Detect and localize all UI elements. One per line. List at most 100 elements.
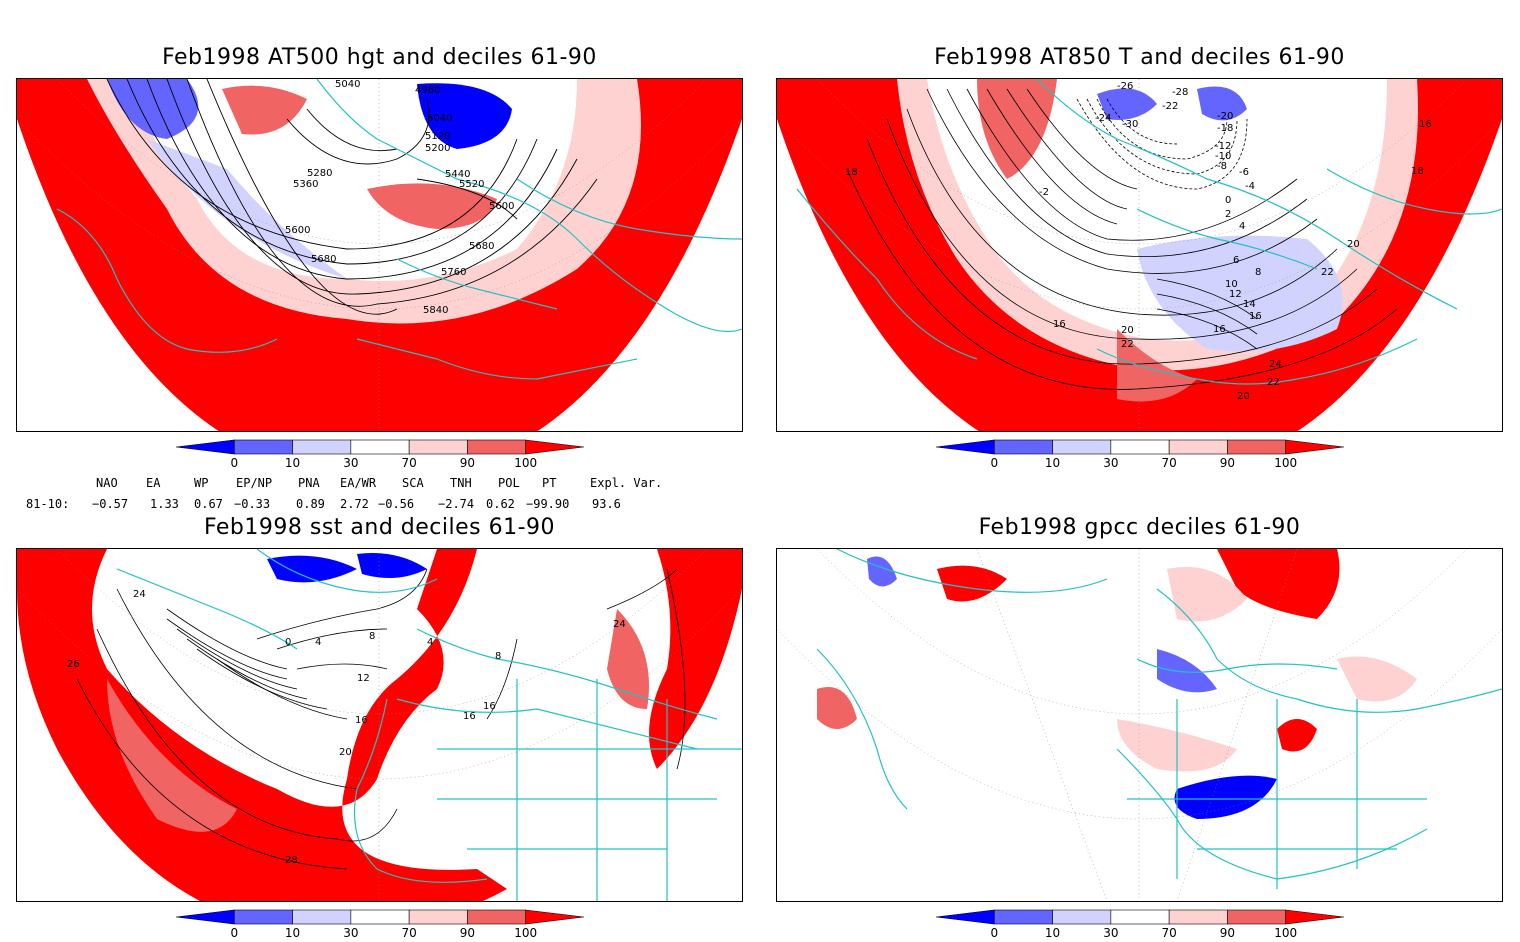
colorbar-tick-label: 100 <box>1274 926 1297 940</box>
panel-title-t850: Feb1998 AT850 T and deciles 61-90 <box>934 45 1345 70</box>
index-value-pna: 0.89 <box>296 497 325 511</box>
contour-labels: -26 -28 -24 -30 -22 -20 -18 -12 -10 -8 -… <box>845 81 1432 402</box>
contour-label: 0 <box>1225 195 1231 206</box>
positive-anomaly-patch <box>607 609 649 709</box>
contour-label: 8 <box>1255 267 1261 278</box>
contour-label: 24 <box>613 619 626 630</box>
index-name-ea: EA <box>146 476 161 490</box>
index-value-epnp: −0.33 <box>234 497 271 511</box>
positive-anomaly-patch <box>367 183 497 229</box>
index-value-pol: 0.62 <box>486 497 515 511</box>
colorbar-tick-label: 100 <box>514 456 537 470</box>
colorbar-tick-label: 0 <box>230 456 238 470</box>
light-anomaly-area <box>1337 656 1417 702</box>
panel-title-sst: Feb1998 sst and deciles 61-90 <box>203 515 556 540</box>
contour-label: 16 <box>1053 319 1066 330</box>
contour-label: 18 <box>1411 166 1424 177</box>
colorbar-tick-label: 30 <box>1103 926 1118 940</box>
contour-label: -30 <box>1122 119 1138 130</box>
index-value-pt: −99.90 <box>526 497 570 511</box>
index-value-eawr: 2.72 <box>340 497 369 511</box>
contour-label: 16 <box>1419 119 1432 130</box>
contour-label: 24 <box>1269 359 1282 370</box>
contour-label: 20 <box>1237 391 1250 402</box>
contour-label: 0 <box>285 637 291 648</box>
contour-label: 12 <box>357 673 370 684</box>
light-negative-area <box>147 139 347 279</box>
colorbar-tick-label: 70 <box>1162 926 1177 940</box>
map-gpcc <box>776 548 1503 902</box>
colorbar-segment <box>525 439 585 455</box>
contour-label: 5040 <box>427 113 452 124</box>
contour-label: -18 <box>1217 123 1233 134</box>
colorbar-segment <box>525 909 585 925</box>
map-sst: 24 0 4 8 12 16 20 28 24 26 16 16 8 4 <box>16 548 743 902</box>
negative-anomaly-area <box>1157 649 1217 693</box>
contour-label: 5040 <box>335 79 360 90</box>
index-value-sca: −0.56 <box>378 497 415 511</box>
colorbar-tick-label: 90 <box>1220 456 1235 470</box>
colorbar-tick-label: 90 <box>460 926 475 940</box>
map-t850-canvas: -26 -28 -24 -30 -22 -20 -18 -12 -10 -8 -… <box>777 79 1502 431</box>
colorbar-segment <box>935 439 995 455</box>
colorbar-segment <box>408 439 468 455</box>
colorbar-segment <box>175 909 235 925</box>
contour-label: 14 <box>1243 299 1256 310</box>
colorbar-tick-label: 30 <box>1103 456 1118 470</box>
colorbar-tick-label: 30 <box>343 456 358 470</box>
contour-label: 20 <box>1121 325 1134 336</box>
colorbar-tick-label: 70 <box>402 456 417 470</box>
strong-negative-area <box>267 555 357 583</box>
index-name-epnp: EP/NP <box>236 476 273 490</box>
colorbar-segment <box>233 909 293 925</box>
positive-anomaly-patch <box>817 687 857 729</box>
index-name-wp: WP <box>194 476 209 490</box>
index-value-ea: 1.33 <box>150 497 179 511</box>
contour-label: 10 <box>1225 279 1238 290</box>
contour-label: 26 <box>67 659 80 670</box>
index-name-expl-var: Expl. Var. <box>590 476 663 490</box>
colorbar-top-left: 0 10 30 70 90 100 <box>175 439 585 470</box>
coastlines <box>56 79 742 380</box>
positive-anomaly-area <box>1217 549 1340 619</box>
colorbar-tick-label: 70 <box>402 926 417 940</box>
colorbar-segment <box>292 909 352 925</box>
contour-label: 8 <box>495 651 501 662</box>
colorbar-tick-label: 0 <box>230 926 238 940</box>
contour-label: 5280 <box>307 168 332 179</box>
contour-label: 5200 <box>425 143 450 154</box>
contour-label: 4 <box>427 637 433 648</box>
contour-label: 28 <box>285 855 298 866</box>
map-hgt500: 5040 4960 5040 5120 5200 5280 5360 5440 … <box>16 78 743 432</box>
contour-label: 18 <box>845 167 858 178</box>
contour-label: 5520 <box>459 179 484 190</box>
contour-label: 12 <box>1229 289 1242 300</box>
contour-label: 22 <box>1267 377 1280 388</box>
colorbar-tick-label: 10 <box>285 456 300 470</box>
contour-labels: 24 0 4 8 12 16 20 28 24 26 16 16 8 4 <box>67 589 626 866</box>
map-gpcc-canvas <box>777 549 1502 901</box>
contour-label: 22 <box>1321 267 1334 278</box>
contour-labels: 5040 4960 5040 5120 5200 5280 5360 5440 … <box>285 79 514 316</box>
colorbar-segment <box>292 439 352 455</box>
index-name-pt: PT <box>542 476 557 490</box>
map-t850: -26 -28 -24 -30 -22 -20 -18 -12 -10 -8 -… <box>776 78 1503 432</box>
strong-negative-area <box>1174 775 1277 819</box>
colorbar-tick-label: 10 <box>1045 926 1060 940</box>
map-sst-canvas: 24 0 4 8 12 16 20 28 24 26 16 16 8 4 <box>17 549 742 901</box>
contour-label: -12 <box>1215 141 1231 152</box>
light-negative-area <box>1137 235 1343 352</box>
colorbar-segment <box>1110 909 1170 925</box>
contour-label: 8 <box>369 631 375 642</box>
strong-negative-area <box>417 83 512 149</box>
index-name-eawr: EA/WR <box>340 476 377 490</box>
contour-label: 6 <box>1233 255 1239 266</box>
temperature-contours <box>846 88 1398 390</box>
coastlines <box>796 79 1502 385</box>
graticule <box>777 549 1502 901</box>
contour-label: 22 <box>1121 339 1134 350</box>
contour-label: -10 <box>1215 151 1231 162</box>
colorbar-segment <box>467 439 527 455</box>
index-row-label: 81-10: <box>26 497 70 511</box>
colorbar-tick-label: 0 <box>990 456 998 470</box>
